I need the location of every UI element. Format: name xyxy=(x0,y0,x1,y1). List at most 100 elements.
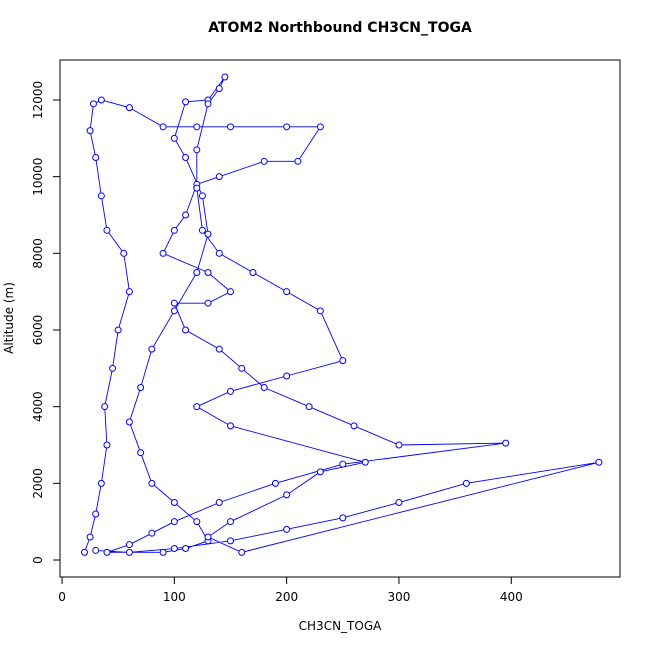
plot-frame xyxy=(59,59,621,578)
point xyxy=(260,384,268,392)
point xyxy=(339,357,347,365)
point xyxy=(502,439,510,447)
point xyxy=(125,418,133,426)
point xyxy=(350,422,358,430)
point xyxy=(215,249,223,257)
point xyxy=(101,403,109,411)
point xyxy=(125,541,133,549)
series-line xyxy=(84,76,599,553)
point xyxy=(283,491,291,499)
point xyxy=(182,98,190,106)
point xyxy=(238,548,246,556)
point xyxy=(103,226,111,234)
point xyxy=(137,384,145,392)
point xyxy=(283,288,291,296)
point xyxy=(271,479,279,487)
point xyxy=(204,533,212,541)
point xyxy=(283,123,291,131)
y-tick-label: 0 xyxy=(31,556,45,564)
point xyxy=(215,499,223,507)
point xyxy=(125,288,133,296)
point xyxy=(294,157,302,165)
point xyxy=(148,479,156,487)
x-tick-label: 0 xyxy=(58,590,66,604)
point xyxy=(109,364,117,372)
point xyxy=(283,372,291,380)
point xyxy=(86,127,94,135)
point xyxy=(148,345,156,353)
point xyxy=(215,345,223,353)
x-tick-label: 300 xyxy=(388,590,411,604)
point xyxy=(92,510,100,518)
point xyxy=(103,548,111,556)
point xyxy=(86,533,94,541)
point xyxy=(182,211,190,219)
point xyxy=(395,441,403,449)
y-tick-label: 2000 xyxy=(31,468,45,499)
point xyxy=(215,84,223,92)
point xyxy=(80,548,88,556)
point xyxy=(193,184,201,192)
point xyxy=(170,134,178,142)
point xyxy=(182,545,190,553)
point xyxy=(159,548,167,556)
point xyxy=(339,460,347,468)
point xyxy=(238,364,246,372)
point xyxy=(170,518,178,526)
y-tick-label: 8000 xyxy=(31,238,45,269)
point xyxy=(226,518,234,526)
point xyxy=(170,307,178,315)
point xyxy=(125,104,133,112)
x-axis-label: CH3CN_TOGA xyxy=(299,619,382,633)
point xyxy=(170,545,178,553)
point xyxy=(120,249,128,257)
point xyxy=(316,468,324,476)
x-tick-label: 100 xyxy=(163,590,186,604)
point xyxy=(339,514,347,522)
y-tick-label: 10000 xyxy=(31,158,45,196)
point xyxy=(182,153,190,161)
point xyxy=(316,123,324,131)
point xyxy=(283,525,291,533)
point xyxy=(170,226,178,234)
point xyxy=(226,387,234,395)
chart-title: ATOM2 Northbound CH3CN_TOGA xyxy=(208,20,472,36)
point xyxy=(114,326,122,334)
point xyxy=(193,268,201,276)
point xyxy=(125,548,133,556)
point xyxy=(226,288,234,296)
point xyxy=(170,299,178,307)
point xyxy=(182,326,190,334)
y-tick-label: 4000 xyxy=(31,391,45,422)
point xyxy=(103,441,111,449)
point xyxy=(305,403,313,411)
x-tick-label: 200 xyxy=(275,590,298,604)
point xyxy=(595,458,603,466)
point xyxy=(89,100,97,108)
point xyxy=(204,230,212,238)
point xyxy=(193,403,201,411)
y-tick-label: 12000 xyxy=(31,81,45,119)
point xyxy=(204,268,212,276)
point xyxy=(462,479,470,487)
point xyxy=(193,146,201,154)
point xyxy=(159,123,167,131)
point xyxy=(193,518,201,526)
y-tick-label: 6000 xyxy=(31,315,45,346)
y-axis-label: Altitude (m) xyxy=(2,282,16,354)
point xyxy=(226,123,234,131)
point xyxy=(204,100,212,108)
point xyxy=(97,192,105,200)
point xyxy=(198,226,206,234)
point xyxy=(249,268,257,276)
point xyxy=(226,422,234,430)
point xyxy=(97,479,105,487)
point xyxy=(92,546,100,554)
point xyxy=(361,458,369,466)
point xyxy=(137,449,145,457)
x-tick-label: 400 xyxy=(500,590,523,604)
point xyxy=(395,499,403,507)
point xyxy=(97,96,105,104)
point xyxy=(170,499,178,507)
